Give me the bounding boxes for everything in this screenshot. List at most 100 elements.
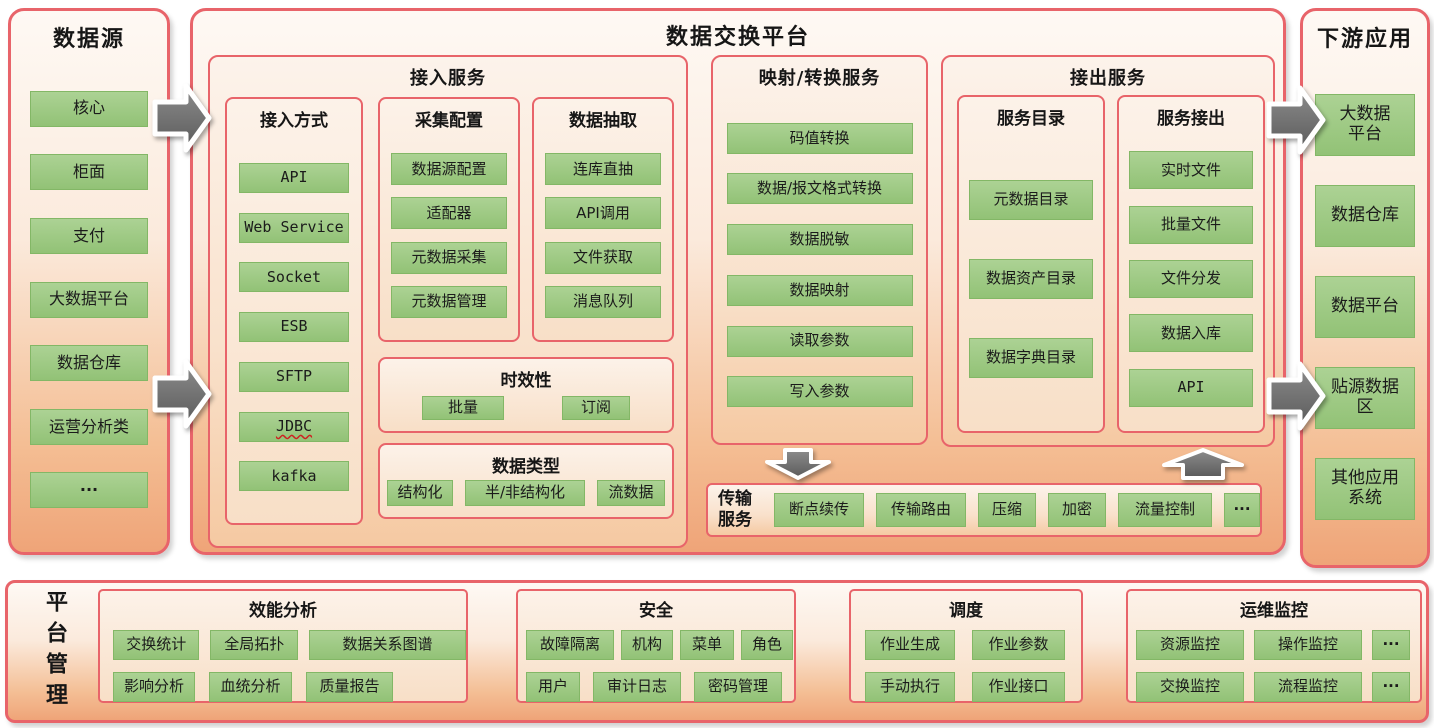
diagram-block: SFTP [239,361,349,392]
diagram-block: API [239,162,349,193]
output-service-box: 接出服务 服务目录 元数据目录 数据资产目录 数据字典目录 服务接出 实时文件 … [941,55,1275,447]
diagram-block: 码值转换 [726,122,913,154]
diagram-block: 用户 [526,672,580,702]
diagram-block: 核心 [30,90,148,127]
diagram-block: 作业参数 [972,630,1065,660]
security-title: 安全 [639,601,673,621]
scheduling-box: 调度 作业生成 作业参数 手动执行 作业接口 [849,589,1083,703]
diagram-block: 元数据采集 [391,241,507,274]
diagram-block: kafka [239,461,349,492]
exchange-platform-title: 数据交换平台 [665,25,810,50]
collection-config-title: 采集配置 [415,111,483,131]
access-methods-items: API Web Service Socket ESB SFTP JDBC kaf… [227,143,361,511]
efficiency-analysis-title: 效能分析 [249,601,317,621]
diagram-block: 文件分发 [1129,259,1253,298]
diagram-block: 数据/报文格式转换 [726,173,913,205]
diagram-block: 订阅 [562,396,630,420]
access-methods-title: 接入方式 [260,111,328,131]
diagram-block: 文件获取 [545,241,661,274]
diagram-block: 贴源数据 区 [1315,367,1415,429]
diagram-block: 手动执行 [865,672,955,702]
diagram-block: 消息队列 [545,285,661,318]
collection-config-items: 数据源配置 适配器 元数据采集 元数据管理 [380,141,518,330]
downstream-items: 大数据 平台 数据仓库 数据平台 贴源数据 区 其他应用 系统 [1303,65,1427,549]
ellipsis-block: ··· [1372,630,1410,660]
diagram-block: 适配器 [391,197,507,230]
service-export-title: 服务接出 [1157,109,1225,129]
security-box: 安全 故障隔离 机构 菜单 角色 用户 审计日志 密码管理 [516,589,796,703]
data-types-box: 数据类型 结构化 半/非结构化 流数据 [378,443,674,519]
diagram-block: 角色 [741,630,793,660]
flow-arrow-down-icon [765,448,831,480]
diagram-block: 其他应用 系统 [1315,458,1415,520]
flow-arrow-right-icon [1266,361,1326,431]
diagram-block: 数据仓库 [1315,185,1415,247]
diagram-block: 流数据 [597,480,665,506]
diagram-block: 压缩 [978,493,1036,527]
flow-arrow-right-icon [1266,85,1326,155]
diagram-block: 运营分析类 [30,408,148,445]
timeliness-items: 批量 订阅 [380,396,672,420]
security-row: 故障隔离 机构 菜单 角色 [526,630,794,660]
data-extraction-title: 数据抽取 [569,111,637,131]
service-catalog-title: 服务目录 [997,109,1065,129]
mapping-service-title: 映射/转换服务 [758,68,881,89]
diagram-block: 结构化 [387,480,453,506]
access-service-title: 接入服务 [410,68,486,89]
data-sources-title: 数据源 [52,27,125,52]
diagram-block: 质量报告 [306,672,393,702]
diagram-block: 流量控制 [1118,493,1212,527]
mapping-service-items: 码值转换 数据/报文格式转换 数据脱敏 数据映射 读取参数 写入参数 [713,103,926,427]
diagram-block: 数据仓库 [30,345,148,382]
scheduling-row: 作业生成 作业参数 [865,630,1081,660]
transport-service-box: 传输 服务 断点续传 传输路由 压缩 加密 流量控制 ··· [706,483,1262,537]
diagram-block: 操作监控 [1254,630,1362,660]
diagram-block: 数据映射 [726,274,913,306]
downstream-panel: 下游应用 大数据 平台 数据仓库 数据平台 贴源数据 区 其他应用 系统 [1300,8,1430,568]
diagram-block: API调用 [545,197,661,230]
service-catalog-box: 服务目录 元数据目录 数据资产目录 数据字典目录 [957,95,1105,433]
diagram-block: 菜单 [680,630,734,660]
monitoring-row: 资源监控 操作监控 ··· [1136,630,1420,660]
diagram-block: 断点续传 [774,493,864,527]
diagram-block: 数据资产目录 [969,259,1093,299]
output-service-title: 接出服务 [1070,68,1146,89]
monitoring-row: 交换监控 流程监控 ··· [1136,672,1420,702]
diagram-block: 大数据平台 [30,281,148,318]
collection-config-box: 采集配置 数据源配置 适配器 元数据采集 元数据管理 [378,97,520,342]
security-row: 用户 审计日志 密码管理 [526,672,794,702]
access-methods-box: 接入方式 API Web Service Socket ESB SFTP JDB… [225,97,363,525]
diagram-block: Web Service [239,212,349,243]
efficiency-row: 影响分析 血统分析 质量报告 [113,672,466,702]
diagram-block: 半/非结构化 [465,480,585,506]
management-title: 平台管理 [42,589,67,714]
diagram-block: 读取参数 [726,325,913,357]
flow-arrow-up-icon [1162,448,1244,480]
data-extraction-box: 数据抽取 连库直抽 API调用 文件获取 消息队列 [532,97,674,342]
transport-service-title: 传输 服务 [718,488,752,530]
diagram-block: ESB [239,312,349,342]
diagram-block: 元数据目录 [969,180,1093,220]
diagram-block: 密码管理 [694,672,782,702]
diagram-block: API [1129,368,1253,407]
diagram-block: 大数据 平台 [1315,94,1415,156]
diagram-block: 支付 [30,217,148,254]
diagram-block: 影响分析 [113,672,195,702]
diagram-block: 流程监控 [1254,672,1362,702]
diagram-block: 传输路由 [876,493,966,527]
flow-arrow-right-icon [152,83,212,153]
ellipsis-block: ··· [30,472,148,509]
efficiency-row: 交换统计 全局拓扑 数据关系图谱 [113,630,466,660]
service-catalog-items: 元数据目录 数据资产目录 数据字典目录 [959,141,1103,417]
diagram-block: 连库直抽 [545,153,661,186]
diagram-block: 批量 [422,396,504,420]
diagram-block: 全局拓扑 [210,630,298,660]
diagram-block: 机构 [621,630,673,660]
timeliness-title: 时效性 [500,371,552,391]
data-extraction-items: 连库直抽 API调用 文件获取 消息队列 [534,141,672,330]
flow-arrow-right-icon [152,359,212,429]
data-sources-items: 核心 柜面 支付 大数据平台 数据仓库 运营分析类 ··· [11,63,167,536]
exchange-platform-panel: 数据交换平台 接入服务 接入方式 API Web Service Socket … [190,8,1286,555]
diagram-block: 加密 [1048,493,1106,527]
ellipsis-block: ··· [1372,672,1410,702]
